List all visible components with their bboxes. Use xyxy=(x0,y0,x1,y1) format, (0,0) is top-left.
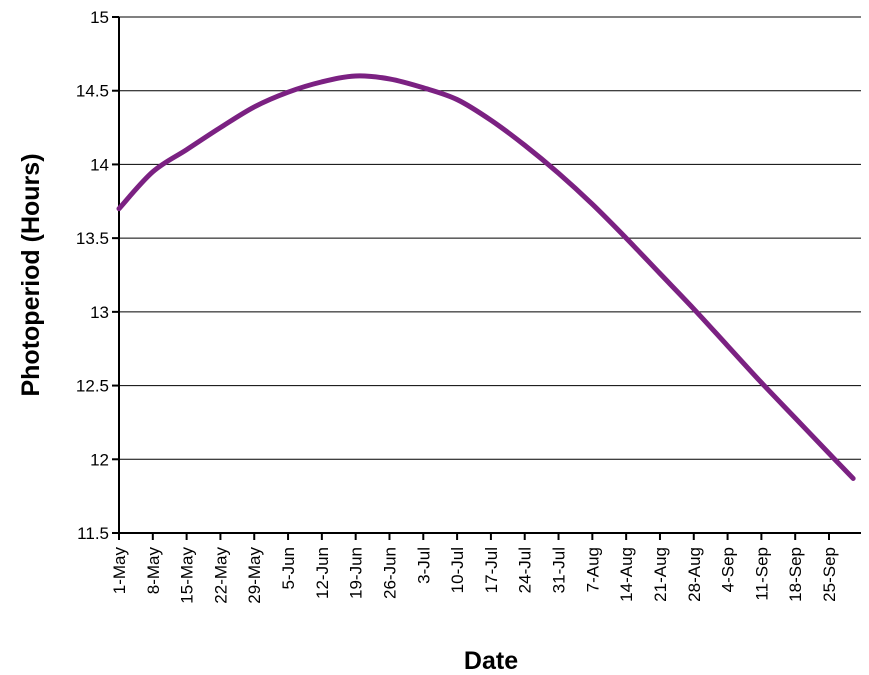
data-point xyxy=(388,78,390,80)
x-tick-labels: 1-May 8-May 15-May 22-May 29-May 5-Jun 12-Jun 1… xyxy=(110,547,839,604)
y-tick-label: 11.5 xyxy=(77,524,109,543)
x-tick-label: 17-Jul xyxy=(482,547,501,593)
data-point xyxy=(186,149,188,151)
x-tick-label: 12-Jun xyxy=(313,547,332,599)
data-point xyxy=(456,99,458,101)
data-point xyxy=(852,477,854,479)
data-point xyxy=(355,75,357,77)
y-tick-labels: 11.5 12 12.5 13 13.5 14 14.5 15 xyxy=(76,8,109,543)
x-tick-label: 26-Jun xyxy=(380,547,399,599)
x-tick-label: 5-Jun xyxy=(279,547,298,590)
data-point xyxy=(321,81,323,83)
x-tick-label: 3-Jul xyxy=(414,547,433,584)
data-point xyxy=(490,119,492,121)
x-tick-label: 22-May xyxy=(211,547,230,604)
y-tick-label: 14.5 xyxy=(76,82,109,101)
data-point xyxy=(287,91,289,93)
data-point xyxy=(219,127,221,129)
y-axis-title: Photoperiod (Hours) xyxy=(17,153,45,396)
y-tick-label: 12 xyxy=(90,450,109,469)
data-point xyxy=(625,237,627,239)
data-point xyxy=(558,172,560,174)
y-tick-label: 15 xyxy=(90,8,109,27)
x-tick-label: 4-Sep xyxy=(719,547,738,592)
series-layer xyxy=(116,73,856,481)
x-tick-label: 31-Jul xyxy=(550,547,569,593)
x-tick-label: 14-Aug xyxy=(617,547,636,602)
data-point xyxy=(591,203,593,205)
x-tick-label: 1-May xyxy=(110,547,129,595)
x-tick-label: 7-Aug xyxy=(583,547,602,592)
x-tick-label: 25-Sep xyxy=(820,547,839,602)
y-tick-label: 13.5 xyxy=(76,229,109,248)
x-axis-title: Date xyxy=(464,647,518,675)
axes xyxy=(112,16,861,540)
x-tick-label: 11-Sep xyxy=(752,547,771,601)
y-tick-label: 13 xyxy=(90,303,109,322)
data-point xyxy=(727,345,729,347)
data-point xyxy=(828,452,830,454)
x-tick-label: 19-Jun xyxy=(347,547,366,599)
x-tick-label: 21-Aug xyxy=(651,547,670,602)
data-point xyxy=(760,382,762,384)
data-point xyxy=(118,208,120,210)
y-tick-label: 14 xyxy=(90,155,109,174)
data-point xyxy=(794,417,796,419)
x-tick-label: 24-Jul xyxy=(516,547,535,593)
x-tick-label: 10-Jul xyxy=(448,547,467,593)
data-point xyxy=(422,87,424,89)
data-point xyxy=(253,106,255,108)
x-tick-label: 15-May xyxy=(178,547,197,604)
data-point xyxy=(659,273,661,275)
y-tick-label: 12.5 xyxy=(76,377,109,396)
x-tick-label: 18-Sep xyxy=(786,547,805,602)
x-tick-label: 29-May xyxy=(245,547,264,604)
data-point xyxy=(693,308,695,310)
gridlines xyxy=(119,16,861,460)
data-point xyxy=(524,144,526,146)
data-point xyxy=(152,171,154,173)
x-tick-label: 28-Aug xyxy=(685,547,704,602)
x-tick-label: 8-May xyxy=(144,547,163,595)
series-line xyxy=(116,73,856,481)
